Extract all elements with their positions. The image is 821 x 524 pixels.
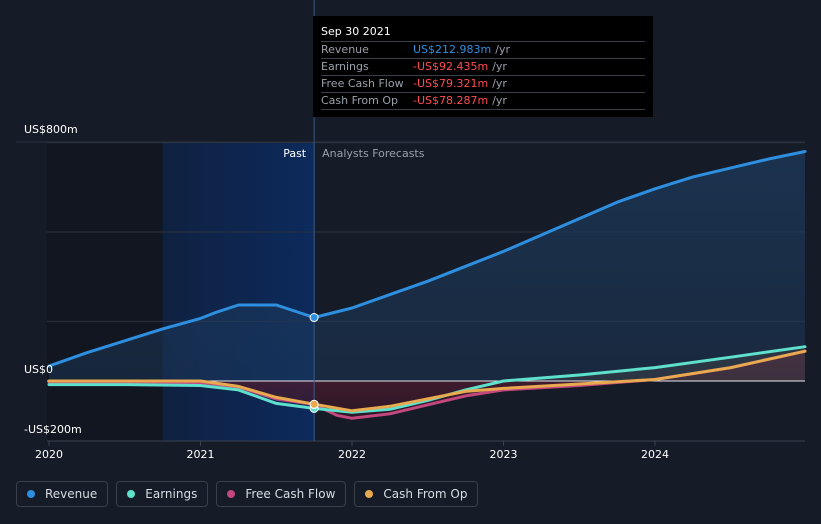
tooltip-value: US$212.983m	[413, 43, 492, 56]
y-tick-label: -US$200m	[24, 423, 82, 436]
tooltip-value: -US$78.287m	[413, 94, 489, 107]
tooltip-label: Earnings	[321, 60, 369, 73]
x-tick-label: 2024	[641, 448, 669, 461]
legend-dot-icon	[365, 490, 374, 498]
legend-item-cash-from-op[interactable]: Cash From Op	[354, 481, 479, 507]
tooltip-unit: /yr	[495, 43, 510, 56]
legend-dot-icon	[27, 490, 35, 498]
tooltip-value: -US$79.321m	[413, 77, 489, 90]
forecast-label: Analysts Forecasts	[322, 147, 425, 160]
x-tick-label: 2023	[490, 448, 518, 461]
cash-from-op-marker	[309, 399, 319, 409]
tooltip-label: Free Cash Flow	[321, 77, 404, 90]
legend-dot-icon	[227, 490, 236, 498]
legend-item-free-cash-flow[interactable]: Free Cash Flow	[216, 481, 347, 507]
chart-legend: Revenue Earnings Free Cash Flow Cash Fro…	[16, 481, 479, 507]
legend-dot-icon	[127, 490, 136, 498]
tooltip-row-free-cash-flow: Free Cash Flow -US$79.321m /yr	[321, 75, 645, 92]
pre-history-region	[47, 142, 163, 441]
tooltip-row-cash-from-op: Cash From Op -US$78.287m /yr	[321, 92, 645, 110]
y-tick-label: US$0	[24, 363, 53, 376]
legend-item-revenue[interactable]: Revenue	[16, 481, 109, 507]
legend-label: Revenue	[45, 487, 98, 501]
revenue-marker	[309, 313, 319, 323]
revenue-area	[49, 151, 805, 381]
tooltip-label: Cash From Op	[321, 94, 399, 107]
x-tick-label: 2021	[187, 448, 215, 461]
tooltip-unit: /yr	[492, 77, 507, 90]
chart-tooltip: Sep 30 2021 Revenue US$212.983m /yr Earn…	[313, 16, 653, 117]
x-tick-label: 2020	[35, 448, 63, 461]
earnings-area	[503, 346, 805, 381]
y-tick-label: US$800m	[24, 123, 78, 136]
revenue-line	[47, 150, 807, 368]
tooltip-value: -US$92.435m	[413, 60, 489, 73]
tooltip-date: Sep 30 2021	[321, 25, 391, 38]
earnings-line	[47, 345, 807, 414]
tooltip-unit: /yr	[492, 60, 507, 73]
past-label: Past	[283, 147, 307, 160]
tooltip-label: Revenue	[321, 43, 369, 56]
legend-label: Cash From Op	[383, 487, 468, 501]
free-cash-flow-area	[49, 351, 805, 419]
cash-from-op-line	[47, 349, 807, 413]
tooltip-row-earnings: Earnings -US$92.435m /yr	[321, 58, 645, 75]
legend-label: Earnings	[145, 487, 198, 501]
tooltip-unit: /yr	[492, 94, 507, 107]
tooltip-row-revenue: Revenue US$212.983m /yr	[321, 41, 645, 58]
x-tick-label: 2022	[338, 448, 366, 461]
legend-item-earnings[interactable]: Earnings	[116, 481, 209, 507]
legend-label: Free Cash Flow	[245, 487, 336, 501]
